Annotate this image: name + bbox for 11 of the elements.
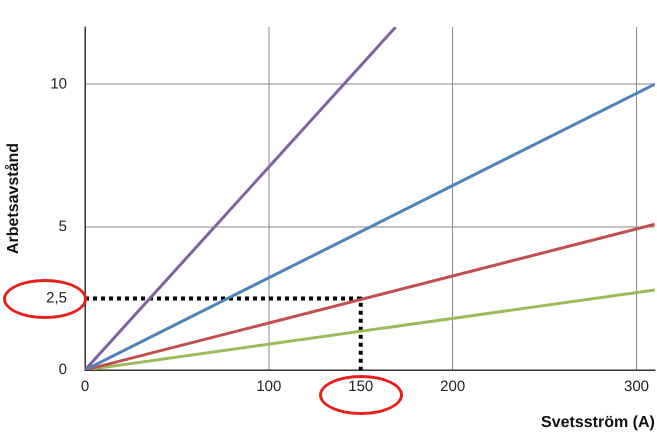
y-tick-label: 2,5 xyxy=(46,290,67,307)
y-tick-label: 0 xyxy=(58,361,67,378)
y-tick-label: 10 xyxy=(50,75,67,92)
x-axis-title: Svetsström (A) xyxy=(541,414,655,431)
x-tick-label: 150 xyxy=(348,378,374,396)
x-tick-label: 200 xyxy=(440,378,466,396)
x-tick-label: 300 xyxy=(624,378,649,396)
x-tick-label: 100 xyxy=(256,378,282,396)
y-axis-title: Arbetsavstånd xyxy=(4,142,22,254)
y-tick-label: 5 xyxy=(58,218,67,236)
x-tick-label: 0 xyxy=(80,378,90,396)
